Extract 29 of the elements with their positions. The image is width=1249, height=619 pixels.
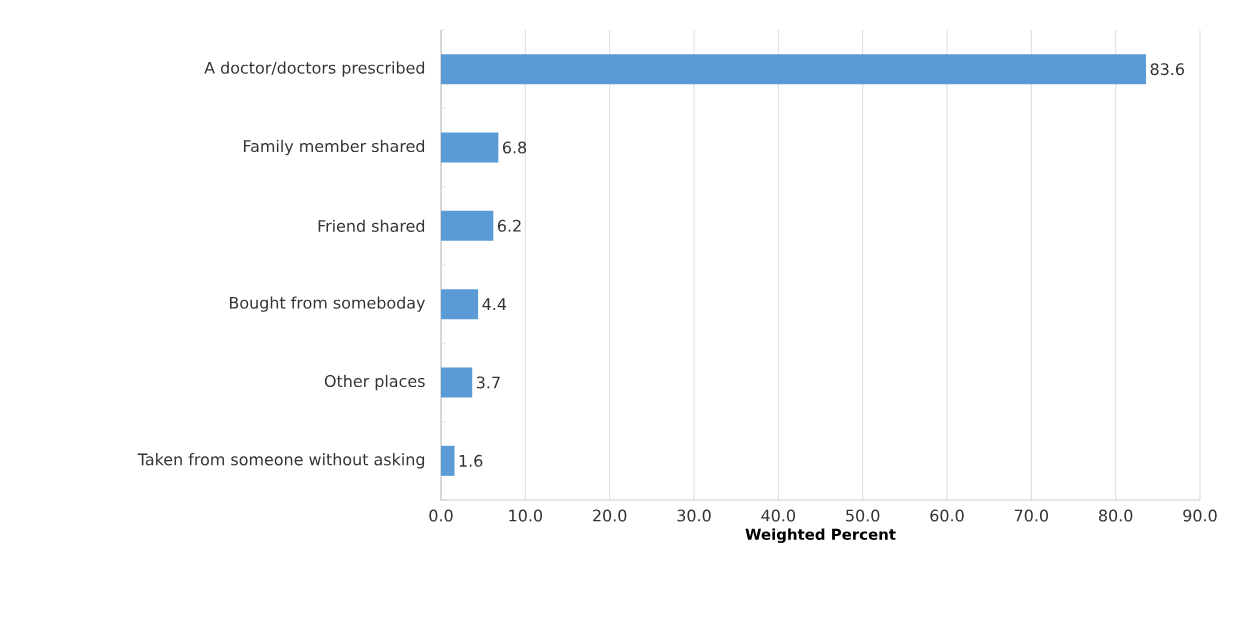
x-tick-label: 60.0 xyxy=(930,509,964,522)
x-tick-label: 40.0 xyxy=(761,509,796,522)
bar xyxy=(441,210,494,241)
x-tick-label: 30.0 xyxy=(677,509,711,522)
x-tick-label: 0.0 xyxy=(429,509,453,522)
data-label: 6.2 xyxy=(497,219,521,232)
bar xyxy=(441,289,479,320)
bar xyxy=(441,54,1147,85)
data-label: 83.6 xyxy=(1150,63,1185,76)
x-tick-label: 90.0 xyxy=(1183,509,1217,522)
y-tick-label: Other places xyxy=(324,374,425,391)
y-tick-label: Bought from someboday xyxy=(229,296,426,312)
y-tick-label: A doctor/doctors prescribed xyxy=(204,61,425,77)
x-tick-label: 70.0 xyxy=(1014,509,1049,522)
x-tick-label: 50.0 xyxy=(846,509,880,522)
x-tick-label: 20.0 xyxy=(593,509,627,522)
bar xyxy=(441,445,455,476)
bar xyxy=(441,132,499,163)
data-label: 3.7 xyxy=(476,376,500,389)
data-label: 4.4 xyxy=(482,298,507,310)
x-tick-label: 10.0 xyxy=(509,509,543,522)
data-label: 6.8 xyxy=(502,141,527,154)
y-tick-label: Taken from someone without asking xyxy=(137,453,425,469)
bar xyxy=(441,367,473,398)
x-axis-title: Weighted Percent xyxy=(745,528,896,543)
data-label: 1.6 xyxy=(459,454,483,467)
y-tick-label: Friend shared xyxy=(318,219,425,232)
x-tick-label: 80.0 xyxy=(1099,509,1133,522)
y-tick-label: Family member shared xyxy=(243,139,425,156)
